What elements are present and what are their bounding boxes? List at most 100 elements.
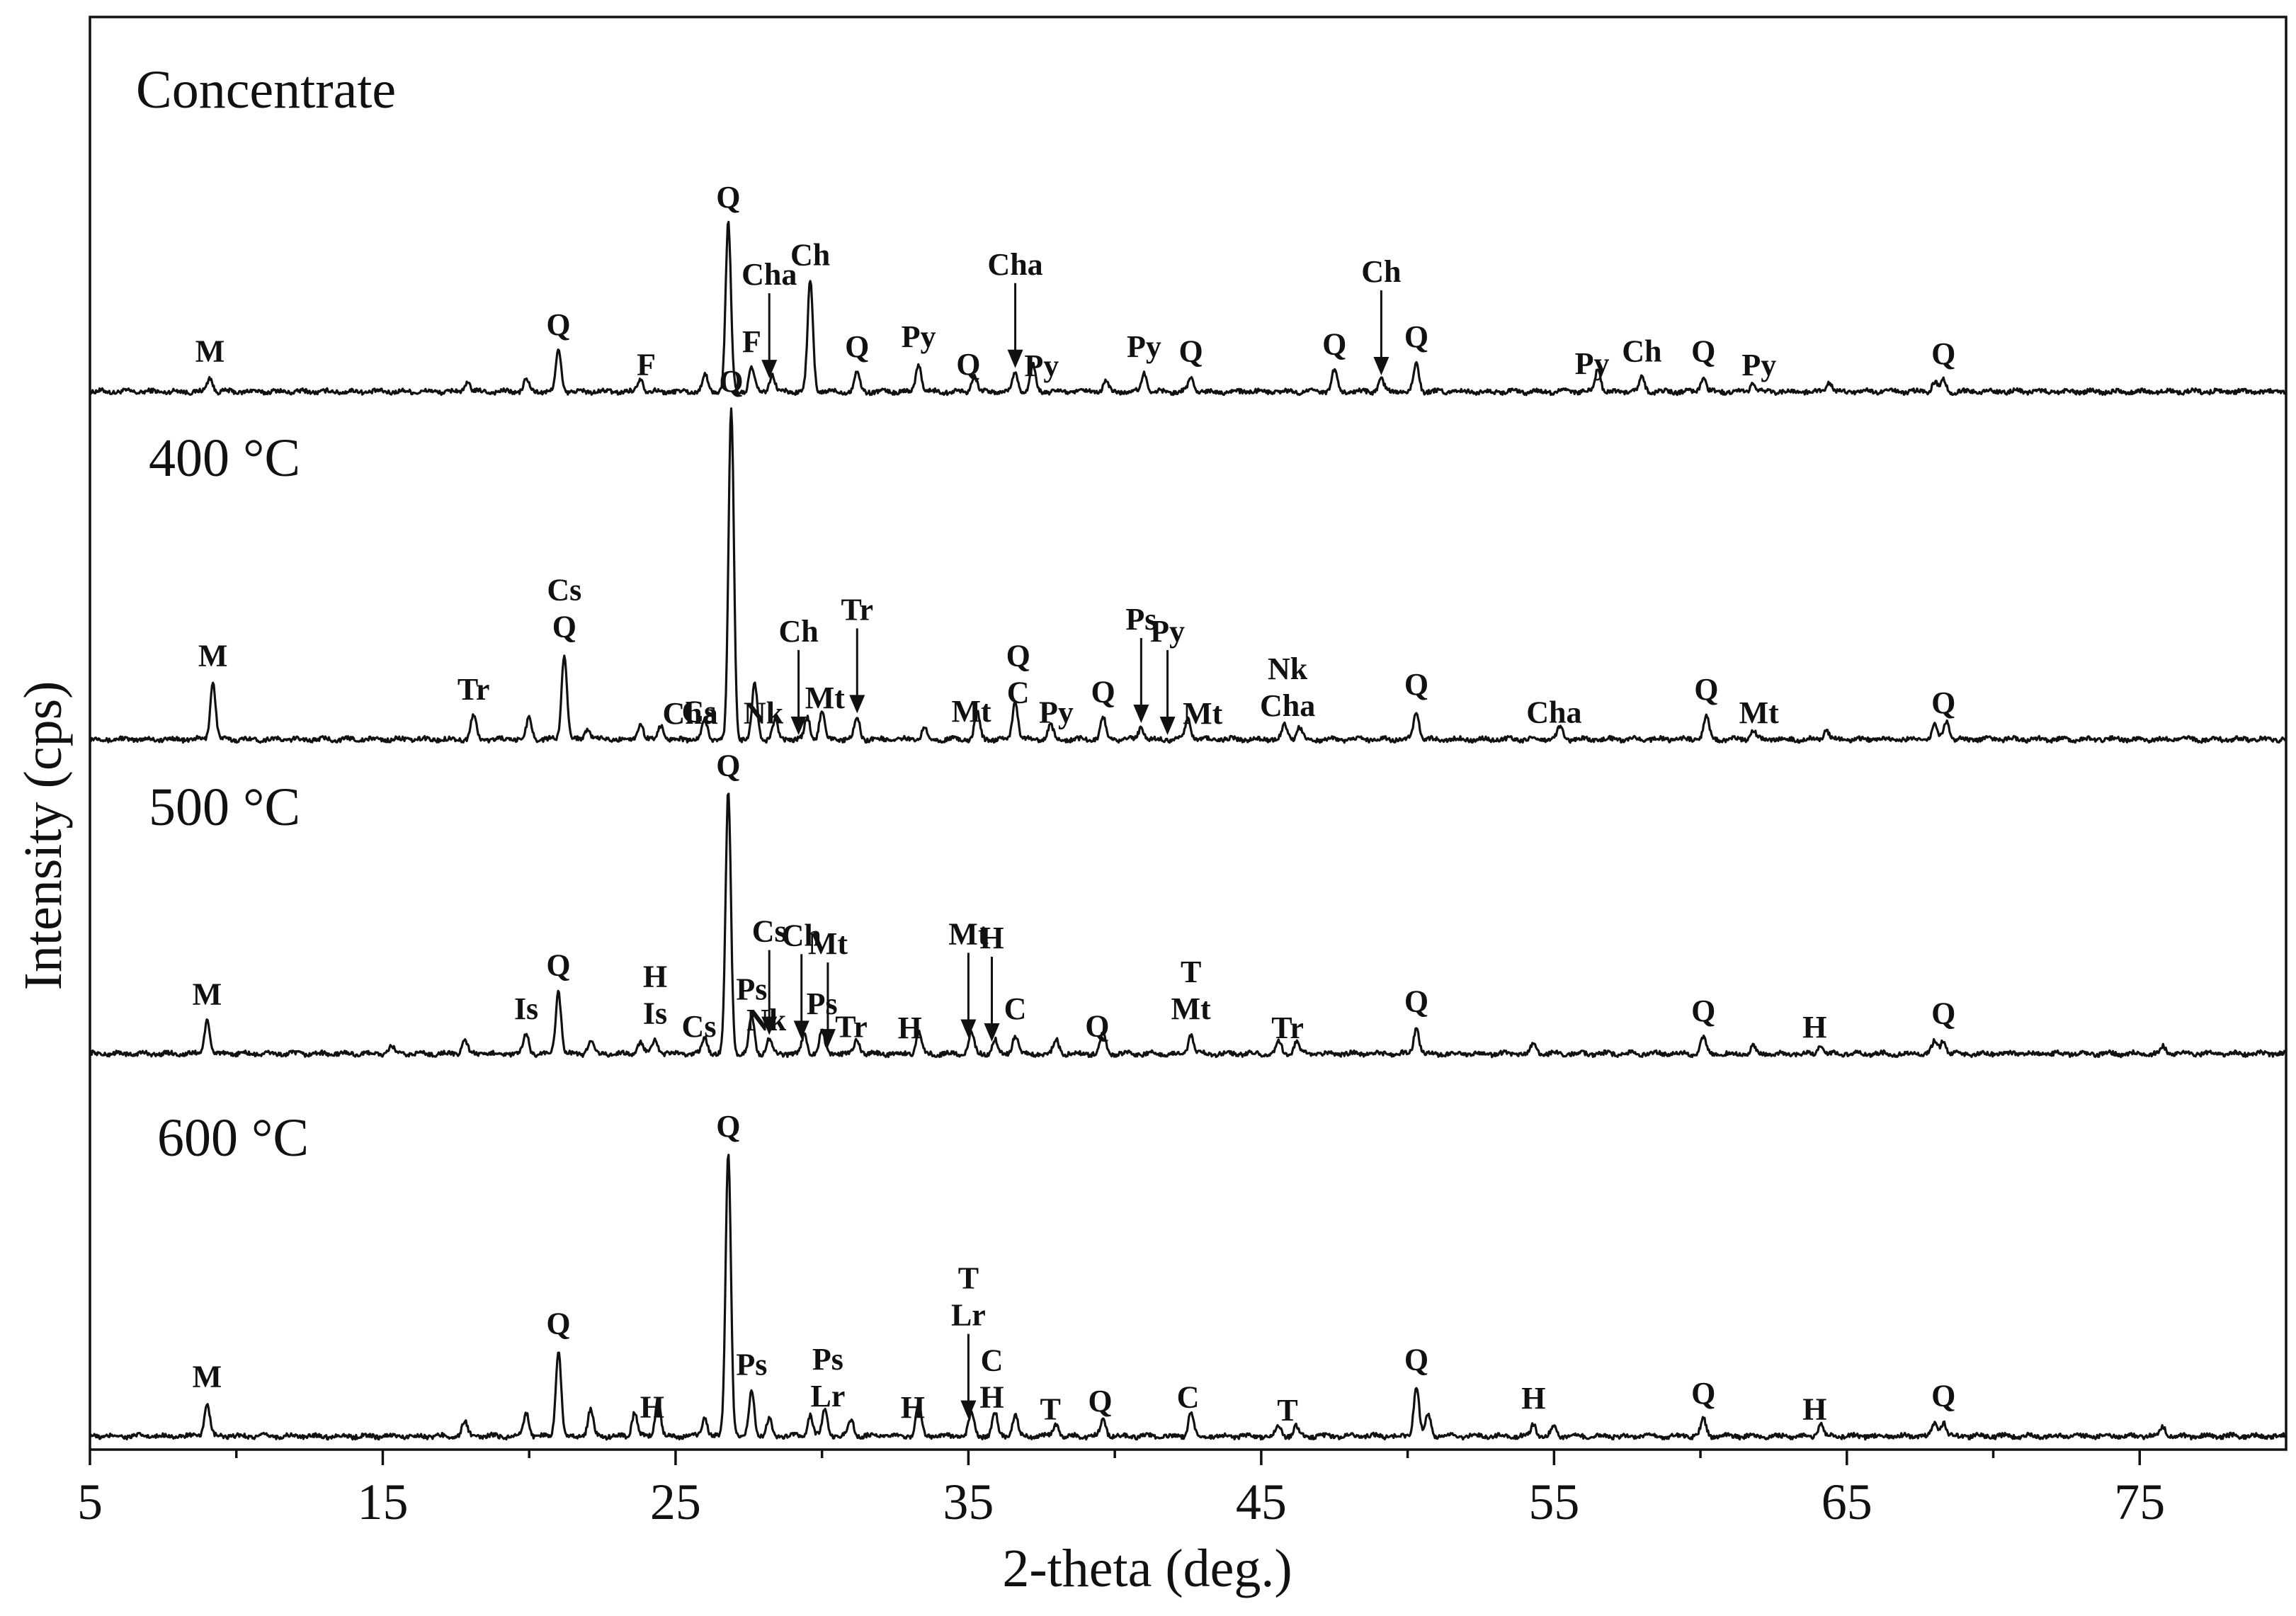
- peak-label: Q: [1691, 994, 1715, 1028]
- peak-label: F: [742, 324, 761, 359]
- peak-label: Is: [643, 996, 667, 1031]
- peak-label: Mt: [1171, 991, 1212, 1026]
- peak-label: Q: [716, 180, 740, 215]
- x-axis-ticks: 5 15 25 35 45 55 65 75: [77, 1450, 2165, 1530]
- peak-arrow-head: [984, 1023, 1000, 1042]
- peak-label: Q: [956, 347, 980, 382]
- peak-label: Ps: [736, 972, 767, 1007]
- x-tick-label: 75: [2114, 1474, 2165, 1530]
- peak-label: Cha: [1526, 695, 1581, 730]
- peak-label: Q: [546, 1307, 570, 1341]
- peak-label: Cha: [1260, 688, 1315, 723]
- peak-label: Ch: [782, 918, 822, 952]
- peak-label: Cha: [741, 257, 797, 292]
- x-tick-label: 5: [77, 1474, 103, 1530]
- peak-label: Tr: [841, 592, 873, 627]
- peak-label: Cs: [682, 1009, 717, 1044]
- peak-label: Py: [1039, 695, 1074, 729]
- peak-label: Mt: [1739, 695, 1780, 730]
- peak-arrow-head: [1007, 349, 1023, 368]
- x-tick-label: 55: [1528, 1474, 1579, 1530]
- peak-label: Q: [1006, 639, 1030, 673]
- peak-label: Q: [1404, 1343, 1428, 1377]
- peak-label: Tr: [458, 672, 490, 707]
- peak-arrow-head: [1373, 357, 1389, 375]
- series-name: 500 °C: [149, 778, 300, 837]
- peak-arrow-head: [849, 695, 865, 714]
- series-name: Concentrate: [136, 60, 396, 120]
- x-tick-label: 65: [1822, 1474, 1872, 1530]
- peak-label: Q: [716, 748, 740, 783]
- peak-label: Cs: [547, 573, 581, 608]
- peak-label: Py: [1024, 348, 1059, 383]
- peak-label: T: [1040, 1392, 1060, 1427]
- peak-label: M: [193, 1359, 222, 1394]
- peak-label: H: [898, 1011, 922, 1045]
- series-traces: [89, 220, 2287, 1441]
- peak-label: H: [643, 960, 667, 994]
- peak-label: Tr: [835, 1009, 868, 1044]
- peak-label: Lr: [810, 1379, 845, 1413]
- peak-label: Q: [1931, 685, 1955, 720]
- peak-label: Q: [552, 610, 576, 644]
- peak-label: C: [1007, 676, 1030, 710]
- peak-label: Ps: [807, 986, 838, 1021]
- y-axis-title: Intensity (cps): [13, 681, 73, 991]
- peak-label: Q: [1404, 319, 1428, 354]
- peak-label: C: [1177, 1380, 1200, 1415]
- peak-label: H: [901, 1390, 925, 1425]
- series-line: [89, 1154, 2286, 1441]
- peak-label: Q: [1091, 674, 1115, 709]
- peak-label: Py: [1150, 614, 1185, 649]
- peak-label: Py: [1127, 329, 1161, 364]
- peak-label: Ch: [1622, 334, 1661, 369]
- peak-label: Nk: [744, 696, 784, 731]
- series-name: 400 °C: [149, 428, 300, 488]
- peak-label: Q: [1931, 336, 1955, 371]
- peak-arrow-head: [960, 1400, 977, 1419]
- peak-label: Is: [514, 991, 538, 1026]
- peak-label: M: [198, 638, 228, 673]
- peak-arrow-head: [960, 1019, 977, 1038]
- peak-label: C: [981, 1343, 1004, 1378]
- peak-label: Ps: [812, 1342, 843, 1377]
- peak-label: T: [958, 1261, 979, 1296]
- peak-label: H: [640, 1389, 664, 1424]
- peak-label: Py: [902, 319, 936, 354]
- peak-label: M: [195, 334, 225, 369]
- peak-label: Mt: [1183, 696, 1223, 731]
- peak-label: Q: [716, 1109, 740, 1144]
- series-line: [89, 220, 2287, 397]
- peak-label: Q: [546, 307, 570, 342]
- x-tick-label: 15: [357, 1474, 408, 1530]
- peak-label: H: [1802, 1010, 1826, 1045]
- peak-label: Ch: [778, 614, 818, 649]
- peak-label: Ch: [790, 238, 830, 273]
- peak-label: Tr: [1271, 1011, 1304, 1045]
- peak-arrow-head: [1133, 705, 1149, 723]
- peak-label: H: [979, 921, 1004, 955]
- peak-arrow-head: [1159, 717, 1176, 735]
- peak-label: Q: [1179, 334, 1203, 369]
- peak-label: F: [637, 347, 656, 382]
- peak-label: H: [1521, 1381, 1545, 1416]
- peak-label: Q: [1931, 996, 1955, 1031]
- plot-frame: [89, 16, 2288, 1451]
- peak-arrow-head: [819, 1029, 836, 1048]
- peak-label: Q: [1694, 672, 1718, 707]
- peak-label: Py: [1575, 346, 1610, 381]
- peak-label: Ps: [1125, 602, 1156, 637]
- peak-label: Mt: [805, 681, 846, 715]
- peak-label: Mt: [808, 926, 848, 961]
- series-line: [89, 407, 2287, 744]
- peak-label: Py: [1741, 348, 1776, 382]
- peak-label: Ch: [1361, 254, 1401, 289]
- peak-label: Q: [1404, 984, 1428, 1019]
- peak-label: Cs: [752, 914, 787, 949]
- peak-label: Cha: [987, 247, 1042, 282]
- peak-label: M: [193, 977, 222, 1011]
- peak-label: Q: [1088, 1384, 1112, 1418]
- peak-label: Q: [1404, 667, 1428, 702]
